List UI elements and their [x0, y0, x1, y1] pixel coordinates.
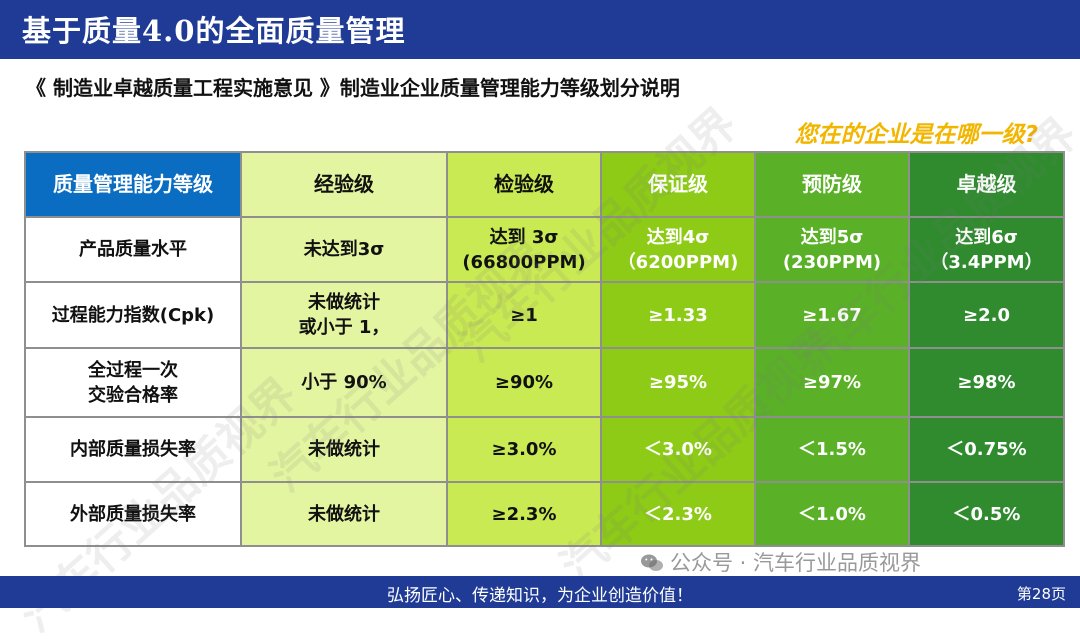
row-label: 外部质量损失率 [24, 481, 242, 547]
footer-slogan: 弘扬匠心、传递知识，为企业创造价值！ [387, 586, 693, 606]
table-cell: ≥1 [446, 281, 602, 349]
cell-line: 未做统计 [308, 503, 380, 525]
table-row: 产品质量水平 未达到3σ 达到 3σ (66800PPM) 达到4σ （6200PPM) 达… [24, 216, 1065, 283]
table-row: 内部质量损失率 未做统计 ≥3.0% ＜3.0% ＜1.5% ＜0.75% [24, 416, 1065, 483]
table-cell: 达到4σ （6200PPM) [600, 216, 756, 283]
cell-line: ≥3.0% [491, 439, 557, 460]
cell-line: 小于 90% [301, 372, 387, 393]
slide-subtitle: 《 制造业卓越质量工程实施意见 》制造业企业质量管理能力等级划分说明 [26, 76, 680, 100]
table-cell: 达到 3σ (66800PPM) [446, 216, 602, 283]
cell-line: (230PPM) [782, 251, 882, 273]
table-header-row: 质量管理能力等级 经验级 检验级 保证级 预防级 卓越级 [24, 151, 1065, 218]
cell-line: ≥98% [957, 372, 1016, 393]
cell-line: ＜1.5% [798, 439, 866, 460]
cell-line: 达到5σ [800, 226, 864, 248]
cell-line: ≥97% [802, 372, 862, 393]
column-header-excellence: 卓越级 [908, 151, 1065, 218]
table-cell: ＜2.3% [600, 481, 756, 547]
cell-line: 未做统计 [308, 439, 380, 460]
wechat-account-mark: 公众号 · 汽车行业品质视界 [640, 547, 921, 577]
cell-line: ≥2.3% [491, 503, 557, 525]
table-row: 外部质量损失率 未做统计 ≥2.3% ＜2.3% ＜1.0% ＜0.5% [24, 481, 1065, 547]
cell-line: 或小于 1， [298, 317, 390, 338]
cell-line: ≥90% [494, 372, 554, 393]
row-label: 产品质量水平 [24, 216, 242, 283]
table-cell: ≥98% [908, 347, 1065, 418]
row-label-line: 交验合格率 [88, 384, 178, 406]
table-cell: ≥90% [446, 347, 602, 418]
cell-line: ≥1.67 [802, 304, 862, 326]
cell-line: 达到6σ [955, 226, 1018, 248]
table-row: 过程能力指数(Cpk) 未做统计 或小于 1， ≥1 ≥1.33 ≥1.67 ≥2.0 [24, 281, 1065, 349]
cell-line: (66800PPM) [462, 251, 586, 273]
table-cell: 未做统计 [240, 416, 448, 483]
cell-line: ≥1.33 [648, 304, 708, 326]
slide-title: 基于质量4.0的全面质量管理 [22, 14, 406, 48]
cell-line: 达到 3σ [489, 226, 559, 248]
cell-line: ≥2.0 [963, 304, 1010, 326]
table-cell: ≥95% [600, 347, 756, 418]
column-header-experience: 经验级 [240, 151, 448, 218]
table-cell: ＜1.0% [754, 481, 910, 547]
table-row: 全过程一次交验合格率 小于 90% ≥90% ≥95% ≥97% ≥98% [24, 347, 1065, 418]
cell-line: （6200PPM) [617, 251, 739, 273]
cell-line: 达到4σ [646, 226, 710, 248]
table-cell: 未做统计 [240, 481, 448, 547]
column-header-inspection: 检验级 [446, 151, 602, 218]
wechat-icon [641, 554, 663, 571]
cell-line: ＜1.0% [798, 503, 866, 525]
row-label: 过程能力指数(Cpk) [24, 281, 242, 349]
cell-line: ≥95% [648, 372, 708, 393]
cell-line: 未达到3σ [303, 239, 385, 260]
cell-line: ＜3.0% [644, 439, 712, 460]
table-cell: ≥2.3% [446, 481, 602, 547]
table-cell: ＜1.5% [754, 416, 910, 483]
table-cell: 未达到3σ [240, 216, 448, 283]
column-header-assurance: 保证级 [600, 151, 756, 218]
cell-line: （3.4PPM） [930, 251, 1043, 273]
row-label: 内部质量损失率 [24, 416, 242, 483]
row-label-line: 全过程一次 [88, 359, 178, 381]
table-cell: ＜3.0% [600, 416, 756, 483]
table-cell: 达到6σ （3.4PPM） [908, 216, 1065, 283]
row-label: 全过程一次交验合格率 [24, 347, 242, 418]
table-cell: 达到5σ (230PPM) [754, 216, 910, 283]
cell-line: ≥1 [510, 304, 538, 326]
table-cell: ≥1.67 [754, 281, 910, 349]
column-header-level: 质量管理能力等级 [24, 151, 242, 218]
table-cell: ＜0.75% [908, 416, 1065, 483]
table-cell: 未做统计或小于 1， [240, 281, 448, 349]
question-callout: 您在的企业是在哪一级? [794, 122, 1038, 148]
table-cell: ≥1.33 [600, 281, 756, 349]
table-cell: ≥97% [754, 347, 910, 418]
cell-line: ＜0.75% [946, 439, 1027, 460]
cell-line: 未做统计 [308, 292, 380, 313]
table-cell: ≥2.0 [908, 281, 1065, 349]
column-header-prevention: 预防级 [754, 151, 910, 218]
cell-line: ＜2.3% [644, 503, 712, 525]
quality-level-table: 质量管理能力等级 经验级 检验级 保证级 预防级 卓越级 产品质量水平 未达到3σ… [24, 151, 1065, 547]
table-cell: ≥3.0% [446, 416, 602, 483]
cell-line: ＜0.5% [952, 503, 1021, 525]
page-number: 第28页 [1016, 585, 1066, 603]
footer-bar [0, 576, 1080, 608]
table-cell: 小于 90% [240, 347, 448, 418]
wechat-account-label: 公众号 · 汽车行业品质视界 [670, 551, 922, 575]
table-cell: ＜0.5% [908, 481, 1065, 547]
header-bar [0, 0, 1080, 59]
